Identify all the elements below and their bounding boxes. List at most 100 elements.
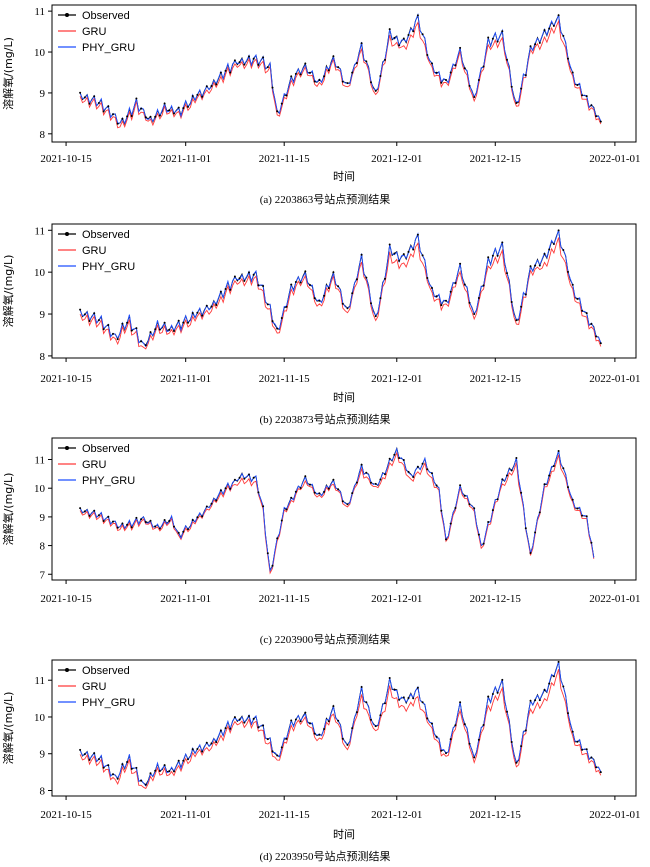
x-tick-label: 2021-11-15: [259, 593, 310, 605]
observed-point: [520, 305, 523, 308]
observed-point: [243, 477, 246, 480]
observed-point: [491, 37, 494, 40]
observed-point: [393, 252, 396, 255]
observed-point: [374, 725, 377, 728]
observed-point: [515, 319, 518, 322]
observed-point: [257, 726, 260, 729]
legend: Observed GRU PHY_GRU: [58, 229, 135, 273]
observed-point: [154, 525, 157, 528]
observed-point: [140, 340, 143, 343]
observed-point: [379, 714, 382, 717]
observed-point: [233, 59, 236, 62]
observed-point: [168, 109, 171, 112]
observed-point: [187, 528, 189, 531]
observed-point: [266, 66, 269, 69]
observed-point: [182, 759, 185, 762]
observed-point: [571, 498, 574, 501]
observed-point: [191, 95, 194, 97]
y-tick-label: 10: [34, 712, 46, 724]
y-axis-title: 溶解氧/(mg/L): [1, 255, 15, 328]
observed-point: [107, 105, 110, 108]
observed-point: [416, 465, 419, 468]
observed-point: [187, 758, 189, 761]
observed-point: [327, 287, 330, 290]
observed-point: [384, 58, 386, 61]
observed-point: [365, 60, 368, 63]
observed-point: [426, 54, 429, 56]
observed-point: [196, 516, 199, 519]
observed-point: [496, 498, 499, 501]
observed-point: [548, 248, 551, 251]
observed-point: [299, 281, 302, 284]
legend-label: Observed: [82, 229, 130, 241]
observed-point: [552, 24, 555, 27]
observed-point: [538, 41, 541, 44]
observed-point: [313, 297, 316, 300]
observed-point: [449, 522, 452, 525]
observed-point: [370, 81, 372, 84]
observed-point: [477, 533, 480, 536]
observed-point: [581, 514, 584, 517]
y-tick-label: 9: [40, 88, 46, 100]
x-tick-label: 2021-11-01: [160, 373, 211, 385]
observed-point: [262, 724, 265, 727]
observed-point: [168, 328, 171, 331]
x-tick-label: 2021-12-01: [371, 809, 422, 821]
observed-point: [280, 519, 283, 522]
observed-point: [393, 688, 396, 691]
observed-point: [201, 95, 204, 98]
observed-point: [341, 737, 344, 740]
observed-point: [215, 304, 218, 306]
observed-point: [585, 312, 588, 315]
observed-point: [482, 542, 485, 545]
series-points-observed: [79, 14, 602, 125]
observed-point: [79, 507, 82, 510]
observed-point: [431, 722, 433, 725]
observed-point: [271, 320, 274, 323]
observed-point: [257, 284, 260, 287]
observed-point: [140, 107, 143, 110]
observed-point: [557, 229, 560, 232]
observed-point: [590, 104, 593, 107]
observed-point: [79, 91, 82, 94]
observed-point: [445, 752, 447, 755]
observed-point: [93, 312, 96, 315]
observed-point: [351, 492, 354, 495]
legend: Observed GRU PHY_GRU: [58, 665, 135, 709]
observed-point: [510, 85, 513, 88]
observed-point: [491, 509, 494, 512]
observed-point: [501, 478, 504, 481]
observed-point: [173, 525, 175, 528]
observed-point: [121, 763, 124, 766]
observed-point: [276, 537, 279, 540]
legend-label: GRU: [82, 459, 107, 471]
observed-point: [398, 698, 401, 701]
observed-point: [177, 319, 180, 322]
observed-point: [290, 719, 293, 722]
observed-point: [440, 749, 443, 752]
observed-point: [107, 764, 110, 767]
observed-point: [402, 696, 405, 699]
observed-point: [402, 37, 405, 40]
observed-point: [562, 467, 565, 470]
observed-point: [337, 285, 340, 288]
observed-point: [182, 321, 185, 324]
observed-point: [543, 252, 546, 255]
observed-point: [468, 503, 471, 506]
observed-point: [515, 457, 518, 459]
chart-panel-b: 8 9 10 11 2021-10-15 2021-11-01 2021-11-15 2021…: [1, 223, 641, 426]
observed-point: [510, 469, 513, 472]
observed-point: [421, 462, 424, 465]
observed-point: [538, 264, 541, 267]
x-tick-label: 2022-01-01: [589, 153, 640, 165]
observed-point: [440, 304, 443, 307]
observed-point: [398, 44, 401, 47]
observed-point: [248, 473, 250, 476]
observed-point: [97, 758, 100, 761]
observed-point: [506, 272, 508, 275]
observed-point: [360, 42, 363, 45]
observed-point: [365, 276, 368, 279]
observed-point: [567, 57, 569, 60]
series-line-phy-gru: [79, 447, 595, 572]
